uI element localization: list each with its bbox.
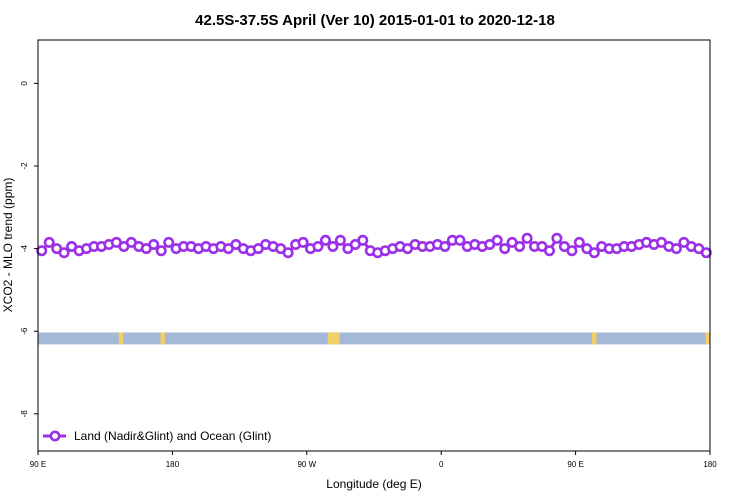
data-point (163, 236, 175, 248)
x-tick-label: 90 E (567, 460, 583, 469)
land-segment (327, 332, 340, 345)
x-axis-label: Longitude (deg E) (326, 477, 421, 491)
data-point (521, 232, 533, 244)
data-point (439, 241, 451, 253)
data-point (357, 234, 369, 246)
data-point (543, 245, 555, 257)
land-segment (160, 332, 165, 345)
x-tick-label: 180 (166, 460, 180, 469)
data-point (454, 234, 466, 246)
y-tick-label: -8 (20, 410, 29, 418)
data-point (58, 247, 70, 259)
y-axis: 0 -2 -4 -6 -8 (20, 81, 38, 418)
data-point (334, 234, 346, 246)
data-point (670, 243, 682, 255)
legend-label: Land (Nadir&Glint) and Ocean (Glint) (74, 429, 271, 443)
data-point (566, 245, 578, 257)
x-tick-label: 0 (439, 460, 444, 469)
surface-band (38, 332, 710, 345)
data-point (312, 241, 324, 253)
y-tick-label: 0 (20, 81, 29, 86)
y-tick-label: -6 (20, 327, 29, 335)
data-point (319, 234, 331, 246)
data-point (155, 245, 167, 257)
land-segment (705, 332, 710, 345)
land-segment (118, 332, 124, 345)
data-point (588, 247, 600, 259)
x-tick-label: 180 (703, 460, 717, 469)
legend-marker-swatch (49, 430, 61, 442)
data-point (700, 247, 712, 259)
x-tick-label: 90 E (30, 460, 46, 469)
legend: Land (Nadir&Glint) and Ocean (Glint) (43, 429, 271, 443)
x-tick-label: 90 W (297, 460, 316, 469)
data-point (36, 245, 48, 257)
series-layer (36, 232, 712, 259)
data-point (514, 241, 526, 253)
data-point (491, 234, 503, 246)
plot-frame (37, 39, 711, 452)
data-point (148, 239, 160, 251)
data-point (551, 232, 563, 244)
x-axis: 90 E 180 90 W 0 90 E 180 (30, 451, 717, 469)
data-point (297, 236, 309, 248)
data-point (499, 243, 511, 255)
land-segment (592, 332, 597, 345)
y-tick-label: -2 (20, 162, 29, 170)
data-point (327, 241, 339, 253)
data-point (43, 236, 55, 248)
data-point (282, 247, 294, 259)
y-tick-label: -4 (20, 244, 29, 252)
y-axis-label: XCO2 - MLO trend (ppm) (1, 178, 15, 313)
chart-title: 42.5S-37.5S April (Ver 10) 2015-01-01 to… (195, 12, 555, 29)
ocean-band (38, 332, 710, 345)
data-point (573, 236, 585, 248)
